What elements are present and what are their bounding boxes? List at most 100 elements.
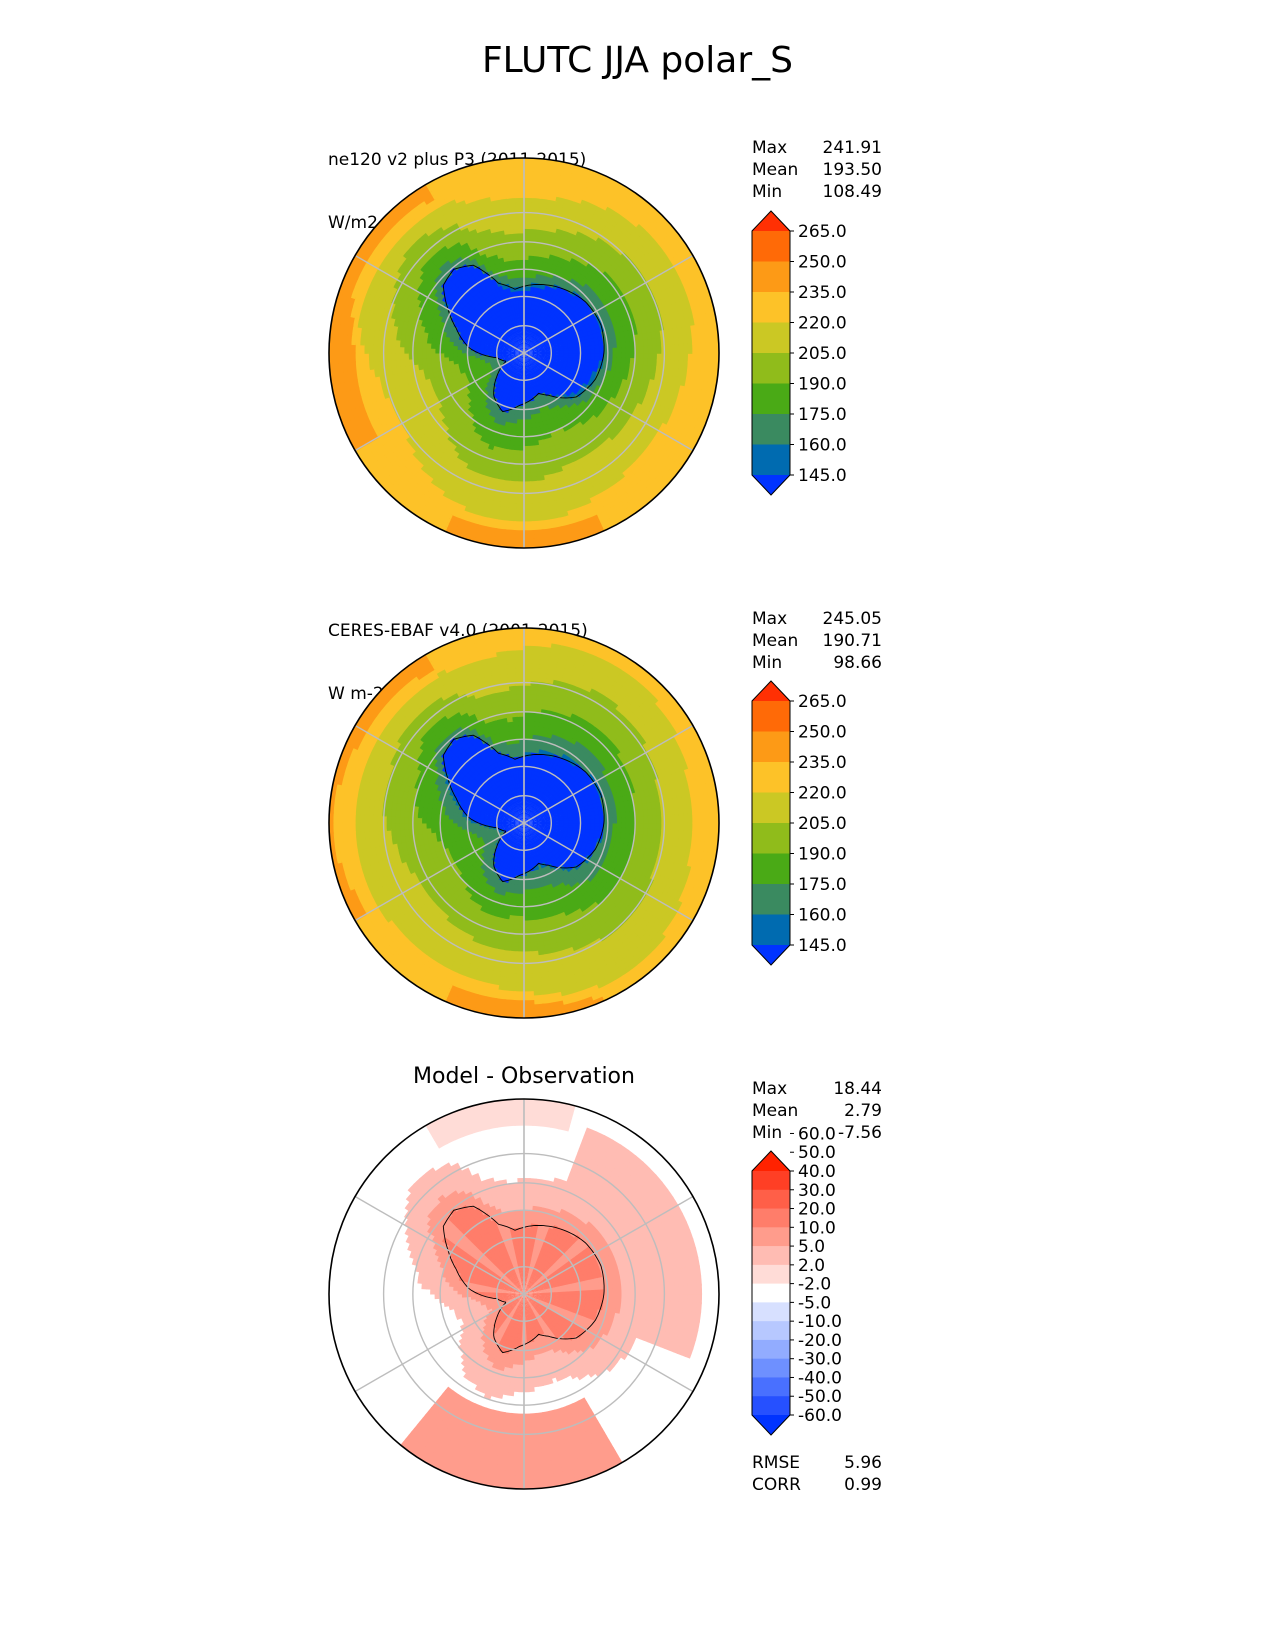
map-cell bbox=[528, 340, 532, 346]
map-cell bbox=[594, 352, 601, 358]
map-cell bbox=[502, 366, 508, 372]
map-cell bbox=[515, 359, 519, 365]
map-cell bbox=[520, 325, 523, 331]
map-cell bbox=[485, 336, 492, 341]
map-cell bbox=[509, 390, 514, 397]
map-cell bbox=[526, 344, 530, 350]
map-cell bbox=[505, 350, 511, 352]
map-cell bbox=[531, 344, 536, 349]
map-cell bbox=[524, 338, 527, 345]
map-cell bbox=[522, 343, 524, 349]
map-cell bbox=[516, 355, 521, 360]
map-cell bbox=[512, 344, 518, 348]
map-cell bbox=[526, 356, 531, 361]
map-cell bbox=[470, 357, 476, 362]
map-cell bbox=[496, 354, 502, 357]
map-cell bbox=[512, 363, 517, 369]
map-cell bbox=[527, 346, 532, 351]
map-cell bbox=[572, 344, 578, 349]
map-cell bbox=[527, 335, 530, 341]
map-cell bbox=[537, 320, 543, 327]
map-cell bbox=[525, 334, 527, 340]
map-cell bbox=[526, 365, 528, 372]
map-cell bbox=[512, 391, 516, 398]
map-cell bbox=[585, 355, 592, 361]
map-cell bbox=[517, 365, 520, 371]
map-cell bbox=[511, 338, 516, 344]
map-cell bbox=[529, 364, 533, 370]
map-cell bbox=[518, 365, 521, 371]
map-cell bbox=[526, 339, 530, 345]
map-cell bbox=[529, 369, 533, 375]
map-cell bbox=[516, 340, 520, 346]
map-cell bbox=[520, 361, 523, 367]
map-cell bbox=[536, 300, 541, 307]
map-cell bbox=[535, 365, 541, 371]
map-cell bbox=[534, 366, 539, 372]
map-cell bbox=[481, 336, 487, 341]
map-cell bbox=[541, 346, 547, 350]
map-cell bbox=[510, 347, 516, 351]
map-cell bbox=[538, 384, 543, 391]
map-cell bbox=[531, 363, 536, 369]
map-cell bbox=[514, 353, 520, 356]
map-cell bbox=[531, 346, 537, 350]
map-cell bbox=[528, 365, 531, 371]
map-cell bbox=[512, 344, 517, 349]
map-cell bbox=[545, 355, 552, 358]
map-cell bbox=[497, 344, 503, 348]
map-cell bbox=[484, 340, 491, 345]
map-cell bbox=[456, 349, 463, 354]
map-cell bbox=[529, 359, 535, 364]
map-cell bbox=[508, 371, 514, 377]
map-cell bbox=[528, 349, 534, 352]
map-cell bbox=[510, 355, 516, 359]
map-cell bbox=[470, 352, 476, 357]
map-cell bbox=[514, 353, 520, 356]
stat-min-label: Min bbox=[752, 182, 783, 202]
map-cell bbox=[514, 349, 520, 352]
map-cell bbox=[514, 349, 520, 352]
map-cell bbox=[516, 383, 520, 389]
map-cell bbox=[512, 357, 517, 362]
map-cell bbox=[502, 334, 508, 340]
map-cell bbox=[534, 314, 539, 320]
map-cell bbox=[552, 338, 558, 343]
map-cell bbox=[505, 363, 511, 368]
map-cell bbox=[509, 319, 514, 325]
map-cell bbox=[518, 361, 521, 367]
map-cell bbox=[528, 354, 534, 357]
map-cell bbox=[539, 333, 545, 339]
map-cell bbox=[510, 362, 516, 367]
map-cell bbox=[533, 333, 538, 339]
map-cell bbox=[589, 341, 596, 347]
map-cell bbox=[528, 341, 533, 346]
map-cell bbox=[530, 343, 535, 348]
map-cell bbox=[536, 314, 541, 321]
map-cell bbox=[512, 358, 518, 362]
panel-1-units: W/m2 bbox=[328, 213, 378, 233]
map-cell bbox=[581, 346, 587, 351]
map-cell bbox=[501, 348, 507, 351]
map-cell bbox=[545, 357, 551, 361]
map-cell bbox=[471, 336, 478, 341]
map-cell bbox=[485, 363, 491, 368]
map-cell bbox=[559, 352, 565, 356]
map-cell bbox=[523, 419, 529, 425]
map-cell bbox=[524, 361, 527, 368]
map-cell bbox=[486, 367, 493, 372]
map-cell bbox=[506, 364, 512, 370]
map-cell bbox=[502, 343, 508, 347]
map-cell bbox=[526, 285, 532, 292]
map-cell bbox=[516, 414, 522, 421]
map-cell bbox=[526, 334, 528, 341]
map-cell bbox=[525, 344, 529, 350]
map-cell bbox=[515, 360, 520, 365]
map-cell bbox=[515, 331, 519, 337]
map-cell bbox=[505, 331, 511, 337]
map-cell bbox=[521, 370, 524, 376]
map-cell bbox=[508, 366, 513, 371]
map-cell bbox=[521, 339, 523, 345]
map-cell bbox=[517, 340, 521, 346]
map-cell bbox=[518, 344, 522, 350]
